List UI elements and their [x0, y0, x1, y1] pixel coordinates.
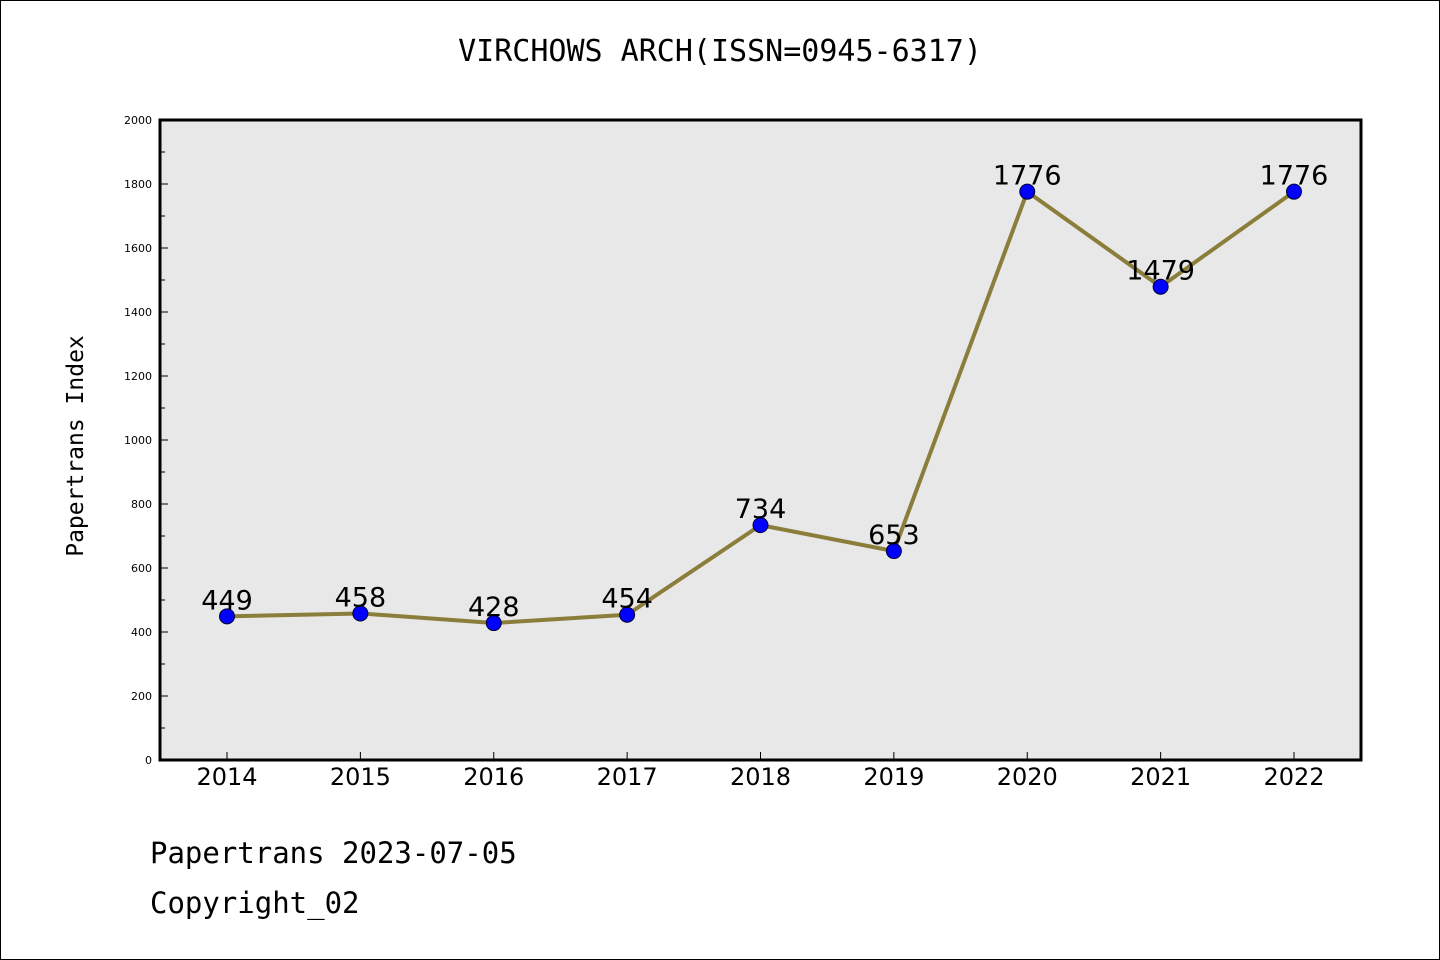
y-tick-label: 1600	[124, 242, 152, 255]
footer-date: Papertrans 2023-07-05	[150, 836, 517, 870]
y-tick-label: 600	[131, 562, 152, 575]
y-tick-label: 200	[131, 690, 152, 703]
y-tick-label: 2000	[124, 114, 152, 127]
x-tick-label: 2019	[863, 763, 924, 791]
data-label: 1776	[993, 161, 1062, 192]
data-point	[219, 608, 235, 625]
x-axis: 2014 2015 2016 2017 2018 2019 2020 2021 2022	[196, 752, 1325, 791]
footer-copyright: Copyright_02	[150, 886, 360, 920]
data-label: 1479	[1126, 256, 1195, 287]
plot-area	[160, 120, 1361, 760]
data-label: 458	[335, 582, 387, 613]
data-point	[1019, 183, 1036, 200]
data-point	[619, 606, 636, 623]
data-label: 454	[601, 584, 653, 615]
data-label: 653	[868, 520, 920, 551]
data-label: 734	[735, 494, 787, 525]
x-tick-label: 2017	[597, 763, 658, 791]
x-tick-label: 2018	[730, 763, 791, 791]
data-label: 449	[201, 585, 253, 616]
data-point	[1286, 183, 1302, 200]
y-tick-label: 1800	[124, 178, 152, 191]
y-tick-label: 800	[131, 498, 152, 511]
x-tick-label: 2022	[1263, 763, 1324, 791]
x-tick-label: 2021	[1130, 763, 1191, 791]
data-point	[1152, 278, 1169, 295]
x-tick-label: 2020	[997, 763, 1058, 791]
y-axis: 0 200 400 600 800 1000 1200 1400 1600 1800 2000	[124, 114, 168, 767]
y-tick-label: 0	[145, 754, 152, 767]
data-labels: 449 458 428 454 734 653 1776 1479 1776	[201, 161, 1328, 623]
data-label: 428	[468, 592, 520, 623]
y-tick-label: 400	[131, 626, 152, 639]
y-tick-label: 1400	[124, 306, 152, 319]
x-tick-label: 2014	[196, 763, 257, 791]
data-point	[352, 605, 369, 622]
data-point	[485, 615, 502, 632]
data-point	[885, 543, 902, 560]
chart-title: VIRCHOWS ARCH(ISSN=0945-6317)	[458, 34, 982, 69]
data-point	[752, 517, 769, 534]
y-tick-label: 1000	[124, 434, 152, 447]
data-label: 1776	[1260, 161, 1329, 192]
x-tick-label: 2015	[330, 763, 391, 791]
x-tick-label: 2016	[463, 763, 524, 791]
plot-border	[158, 118, 1363, 762]
data-markers	[219, 183, 1302, 632]
y-tick-label: 1200	[124, 370, 152, 383]
